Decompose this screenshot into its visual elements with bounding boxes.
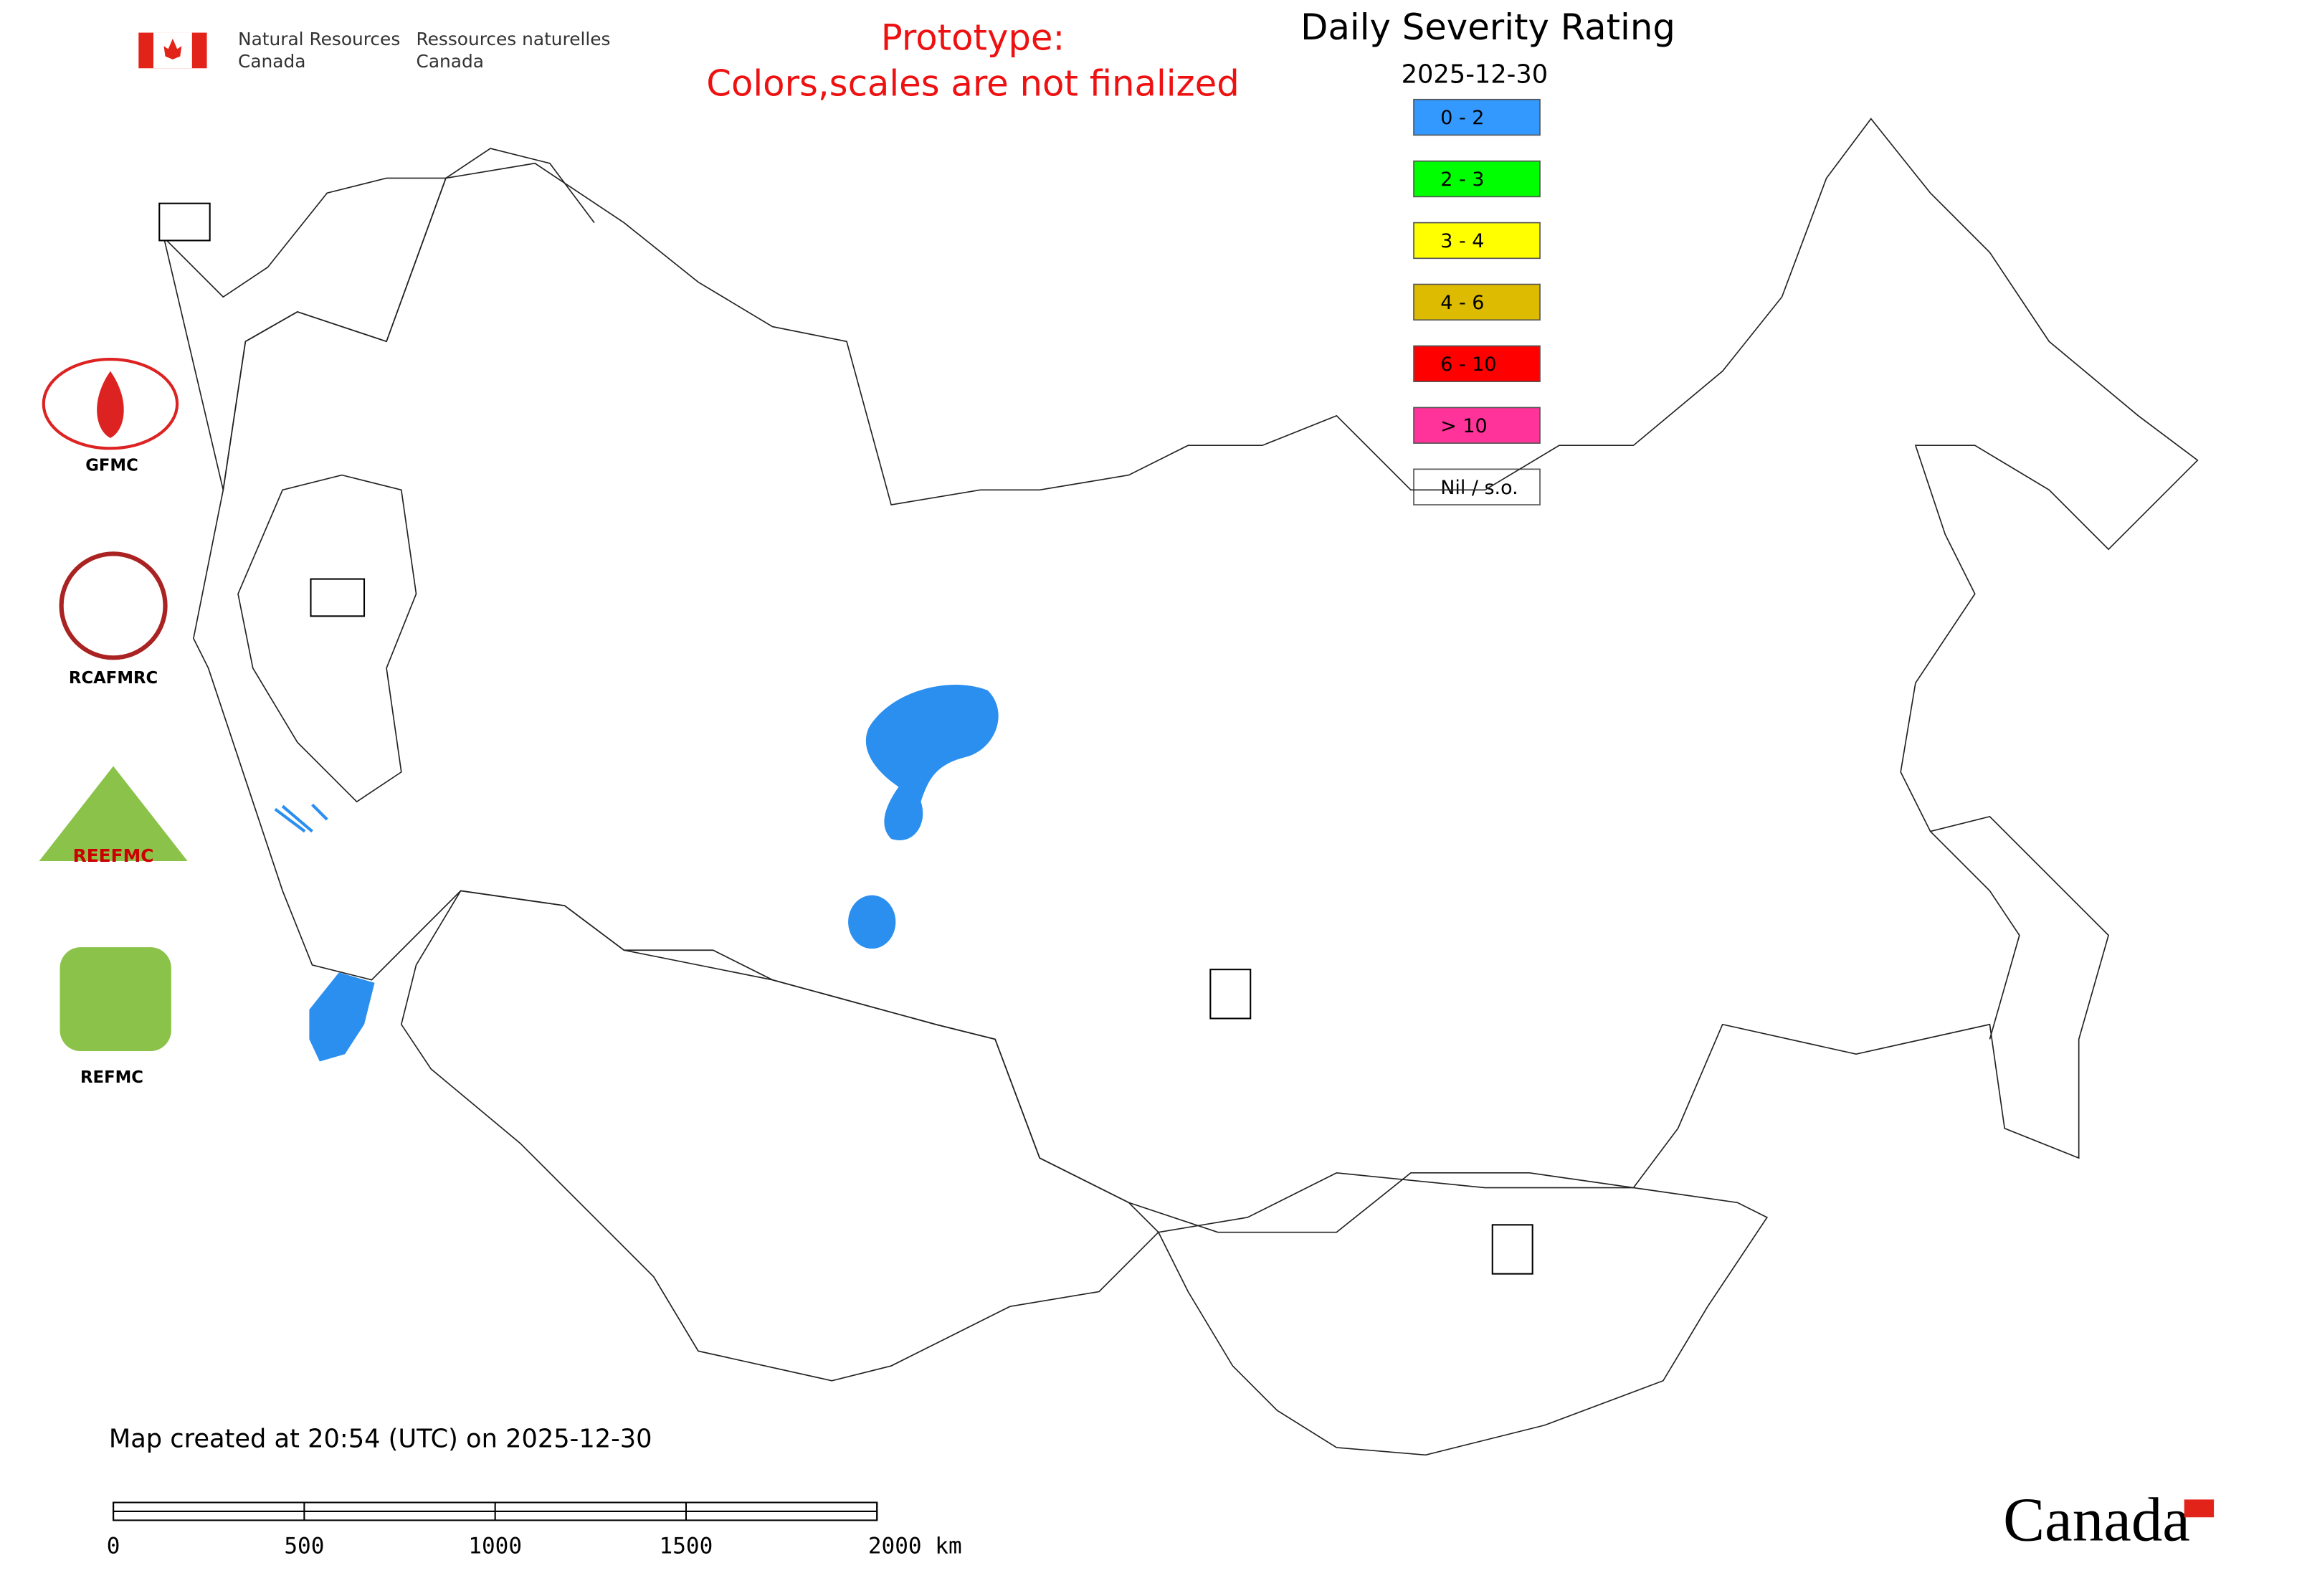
map-title: Daily Severity Rating	[1300, 6, 1675, 48]
severity-area	[274, 803, 328, 833]
legend-label: Nil / s.o.	[1440, 477, 1518, 499]
legend-swatch	[1413, 98, 1541, 136]
agency-fr: Ressources naturelles	[417, 29, 611, 49]
logos	[39, 202, 1533, 1275]
logo-label: REFMC	[80, 1068, 143, 1087]
legend-swatch	[1413, 468, 1541, 505]
scale-label: 2000 km	[868, 1534, 962, 1559]
map-date: 2025-12-30	[1402, 60, 1549, 90]
legend-swatch	[1413, 407, 1541, 444]
notice: Colors,scales are not finalized	[706, 63, 1239, 105]
scale-bar: 0 500 1000 1500 2000 km	[107, 1501, 962, 1559]
scale-label: 1000	[468, 1534, 522, 1559]
wordmark-flag	[2184, 1499, 2215, 1518]
severity-areas	[274, 684, 999, 1062]
scale-label: 1500	[660, 1534, 713, 1559]
legend-swatch	[1413, 283, 1541, 321]
legend-swatch	[1413, 160, 1541, 198]
severity-area	[309, 972, 375, 1062]
logo-label: GFMC	[85, 457, 138, 475]
logo-label: REEFMC	[73, 845, 154, 866]
agency-en: Canada	[238, 51, 305, 72]
legend-label: 6 - 10	[1440, 353, 1496, 376]
legend-swatch	[1413, 345, 1541, 382]
severity-area	[848, 895, 896, 949]
scale-label: 0	[107, 1534, 120, 1559]
logo-label: RCAFMRC	[69, 669, 158, 688]
scale-label: 500	[284, 1534, 324, 1559]
legend: 0 - 2 2 - 3 3 - 4 4 - 6 6 - 10 > 10 Nil / s.o.	[1413, 98, 1541, 505]
agency-en: Natural Resources	[238, 29, 400, 49]
footer: Map created at 20:54 (UTC) on 2025-12-30	[109, 1425, 652, 1454]
legend-label: > 10	[1440, 415, 1487, 437]
legend-label: 0 - 2	[1440, 107, 1484, 129]
agency-fr: Canada	[417, 51, 484, 72]
severity-area	[865, 684, 999, 840]
legend-swatch	[1413, 222, 1541, 260]
legend-label: 2 - 3	[1440, 168, 1484, 191]
legend-label: 4 - 6	[1440, 292, 1484, 314]
borders	[163, 118, 2199, 1456]
flag	[138, 32, 207, 69]
legend-label: 3 - 4	[1440, 230, 1484, 252]
wordmark: Canada	[2003, 1486, 2190, 1554]
notice: Prototype:	[881, 16, 1065, 58]
